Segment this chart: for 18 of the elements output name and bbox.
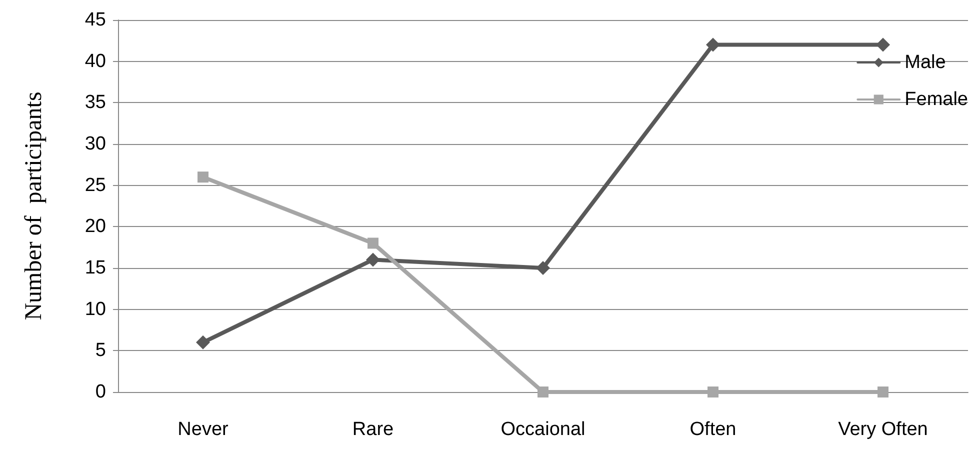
y-tick-label: 15 (84, 258, 106, 278)
y-tick-label: 25 (84, 174, 106, 196)
y-tick-label: 0 (95, 382, 106, 402)
y-tick-label: 20 (84, 216, 106, 238)
legend-label: Male (904, 52, 946, 73)
y-tick-label: 5 (95, 340, 106, 362)
x-tick-label: Often (690, 419, 736, 440)
x-tick-label: Rare (352, 419, 394, 440)
y-tick-label: 45 (84, 10, 106, 30)
y-tick-label: 35 (84, 92, 106, 114)
x-tick-label: Occaional (500, 419, 586, 440)
x-tick-label: Never (178, 419, 230, 440)
y-tick-label: 40 (84, 50, 106, 72)
y-axis-title: Number of participants (21, 92, 47, 320)
y-tick-label: 30 (84, 134, 106, 154)
x-tick-label: Very Often (838, 419, 928, 440)
legend-label: Female (904, 89, 968, 110)
y-tick-label: 10 (84, 298, 106, 320)
